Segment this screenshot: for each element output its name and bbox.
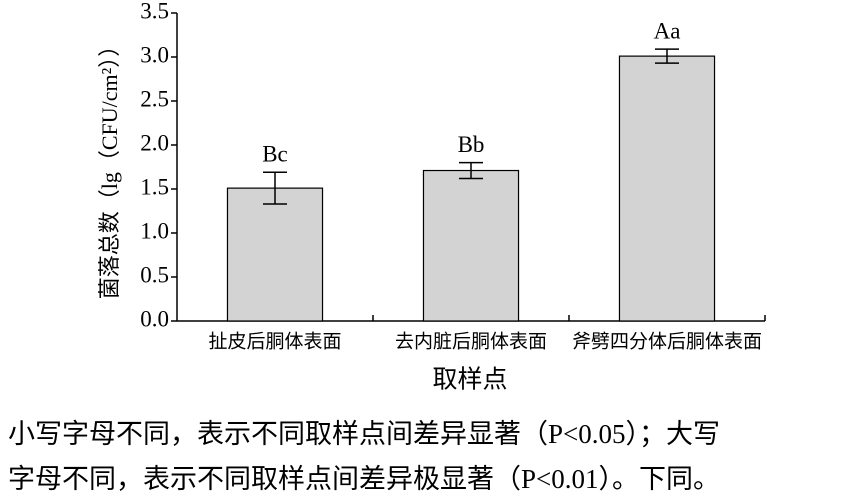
note-line: 小写字母不同，表示不同取样点间差异显著（P<0.05）；大写 xyxy=(8,419,720,449)
significance-label: Aa xyxy=(654,18,681,43)
bar xyxy=(618,55,716,322)
significance-label: Bb xyxy=(458,132,485,157)
significance-label: Bc xyxy=(262,142,288,167)
y-tick-label: 0.0 xyxy=(140,306,169,331)
error-bar xyxy=(263,171,287,205)
y-tick-label: 0.5 xyxy=(140,262,169,287)
y-tick-label: 1.0 xyxy=(140,218,169,243)
bar xyxy=(422,169,520,322)
y-tick-label: 2.0 xyxy=(140,130,169,155)
bar xyxy=(226,187,324,322)
note-line: 字母不同，表示不同取样点间差异极显著（P<0.01）。下同。 xyxy=(8,464,720,494)
x-axis-label: 取样点 xyxy=(432,366,507,394)
y-tick-label: 3.0 xyxy=(140,42,169,67)
y-tick-label: 3.5 xyxy=(140,0,169,23)
error-bar xyxy=(655,48,679,64)
x-tick-label: 斧劈四分体后胴体表面 xyxy=(572,330,762,352)
y-tick-label: 1.5 xyxy=(140,174,169,199)
y-tick-label: 2.5 xyxy=(140,86,169,111)
x-tick-label: 扯皮后胴体表面 xyxy=(208,330,341,352)
x-tick-label: 去内脏后胴体表面 xyxy=(395,330,547,352)
error-bar xyxy=(459,161,483,180)
y-axis-label: 菌落总数（lg（CFU/cm²）） xyxy=(97,35,122,300)
